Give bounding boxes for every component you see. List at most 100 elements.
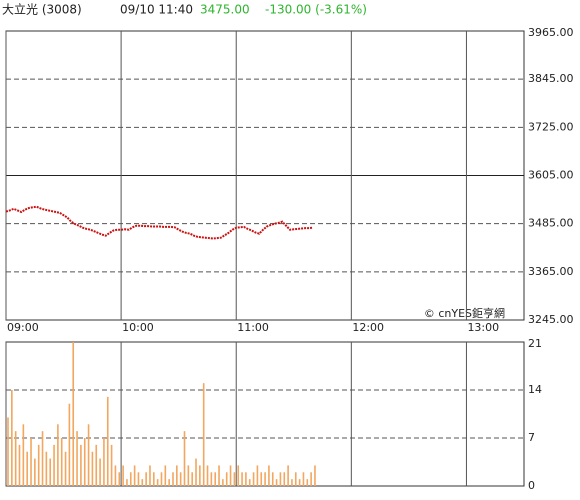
volume-bar — [22, 424, 25, 486]
volume-bar — [114, 465, 117, 486]
volume-bar — [179, 472, 182, 486]
volume-bar — [271, 472, 274, 486]
volume-bar — [314, 465, 316, 486]
y-tick-label: 3605.00 — [528, 169, 574, 182]
volume-bar — [99, 458, 101, 486]
volume-bar — [164, 465, 167, 486]
volume-bar — [225, 472, 228, 486]
volume-bar — [183, 431, 186, 486]
volume-bar — [103, 438, 105, 486]
volume-bar — [176, 465, 178, 486]
volume-bar — [199, 465, 201, 486]
volume-bar — [306, 479, 309, 486]
volume-bar — [7, 417, 9, 486]
volume-bar — [34, 458, 36, 486]
volume-bar — [237, 465, 240, 486]
volume-bar — [160, 472, 163, 486]
y-tick-label: 0 — [528, 479, 535, 492]
volume-bar — [172, 472, 174, 486]
volume-bar — [302, 472, 305, 486]
volume-bar — [241, 472, 243, 486]
y-tick-label: 3365.00 — [528, 265, 574, 278]
volume-bar — [91, 451, 94, 486]
price-line — [5, 205, 314, 240]
volume-bar — [122, 465, 124, 486]
volume-bar — [233, 472, 236, 486]
volume-bar — [279, 472, 282, 486]
volume-bar — [287, 465, 289, 486]
volume-bar — [64, 451, 67, 486]
volume-bar — [248, 479, 251, 486]
volume-bar — [26, 451, 28, 486]
volume-bar — [283, 472, 286, 486]
volume-bar — [49, 458, 52, 486]
volume-bar — [41, 431, 44, 486]
volume-bar — [206, 465, 209, 486]
volume-bar — [11, 390, 13, 486]
volume-bar — [76, 431, 78, 486]
stock-name: 大立光 (3008) — [2, 2, 82, 17]
volume-bar — [95, 444, 98, 486]
volume-bar — [260, 472, 263, 486]
volume-bar — [72, 342, 75, 486]
volume-bar — [275, 479, 278, 486]
volume-bar — [298, 479, 301, 486]
price-change: -130.00 (-3.61%) — [265, 3, 367, 17]
volume-bar — [310, 472, 312, 486]
volume-bar — [191, 472, 193, 486]
volume-bar — [149, 465, 151, 486]
volume-bar — [268, 465, 270, 486]
volume-bar — [222, 479, 224, 486]
quote-time: 09/10 11:40 — [120, 3, 193, 17]
y-tick-label: 3845.00 — [528, 72, 574, 85]
x-tick-label: 13:00 — [467, 321, 499, 334]
volume-bar — [68, 403, 71, 486]
volume-bar — [57, 424, 59, 486]
volume-bar — [214, 472, 216, 486]
y-tick-label: 3245.00 — [528, 313, 574, 326]
volume-bar — [153, 472, 155, 486]
last-price: 3475.00 — [200, 3, 250, 17]
y-tick-label: 3725.00 — [528, 120, 574, 133]
volume-bar — [264, 472, 266, 486]
volume-bar — [53, 444, 55, 486]
x-tick-label: 10:00 — [122, 321, 154, 334]
volume-bar — [195, 458, 197, 486]
volume-bar — [245, 472, 247, 486]
volume-bar — [60, 438, 63, 486]
y-tick-label: 14 — [528, 383, 542, 396]
volume-bar — [106, 396, 109, 486]
volume-bar — [30, 438, 32, 486]
volume-bar — [126, 479, 128, 486]
y-tick-label: 7 — [528, 431, 535, 444]
volume-bar — [14, 431, 17, 486]
plot-frame — [5, 341, 525, 487]
x-tick-label: 11:00 — [237, 321, 269, 334]
volume-bar — [252, 472, 255, 486]
volume-bar — [129, 472, 132, 486]
volume-bar — [83, 438, 86, 486]
volume-bar — [80, 444, 82, 486]
volume-bar — [229, 465, 232, 486]
volume-bar — [45, 451, 48, 486]
volume-bar — [291, 479, 293, 486]
watermark: © cnYES鉅亨網 — [424, 306, 505, 320]
y-tick-label: 3485.00 — [528, 217, 574, 230]
volume-bar — [156, 479, 159, 486]
y-tick-label: 3965.00 — [528, 26, 574, 39]
volume-bar — [218, 465, 220, 486]
volume-bar — [118, 472, 121, 486]
x-tick-label: 12:00 — [352, 321, 384, 334]
y-tick-label: 21 — [528, 337, 542, 350]
volume-bar — [110, 444, 113, 486]
volume-bar — [141, 479, 144, 486]
volume-bar — [202, 383, 205, 486]
volume-bar — [37, 444, 40, 486]
volume-bar — [145, 472, 147, 486]
volume-bar — [137, 472, 140, 486]
volume-bar — [133, 465, 136, 486]
volume-bar — [210, 472, 213, 486]
x-tick-label: 09:00 — [7, 321, 39, 334]
volume-bar — [18, 444, 21, 486]
